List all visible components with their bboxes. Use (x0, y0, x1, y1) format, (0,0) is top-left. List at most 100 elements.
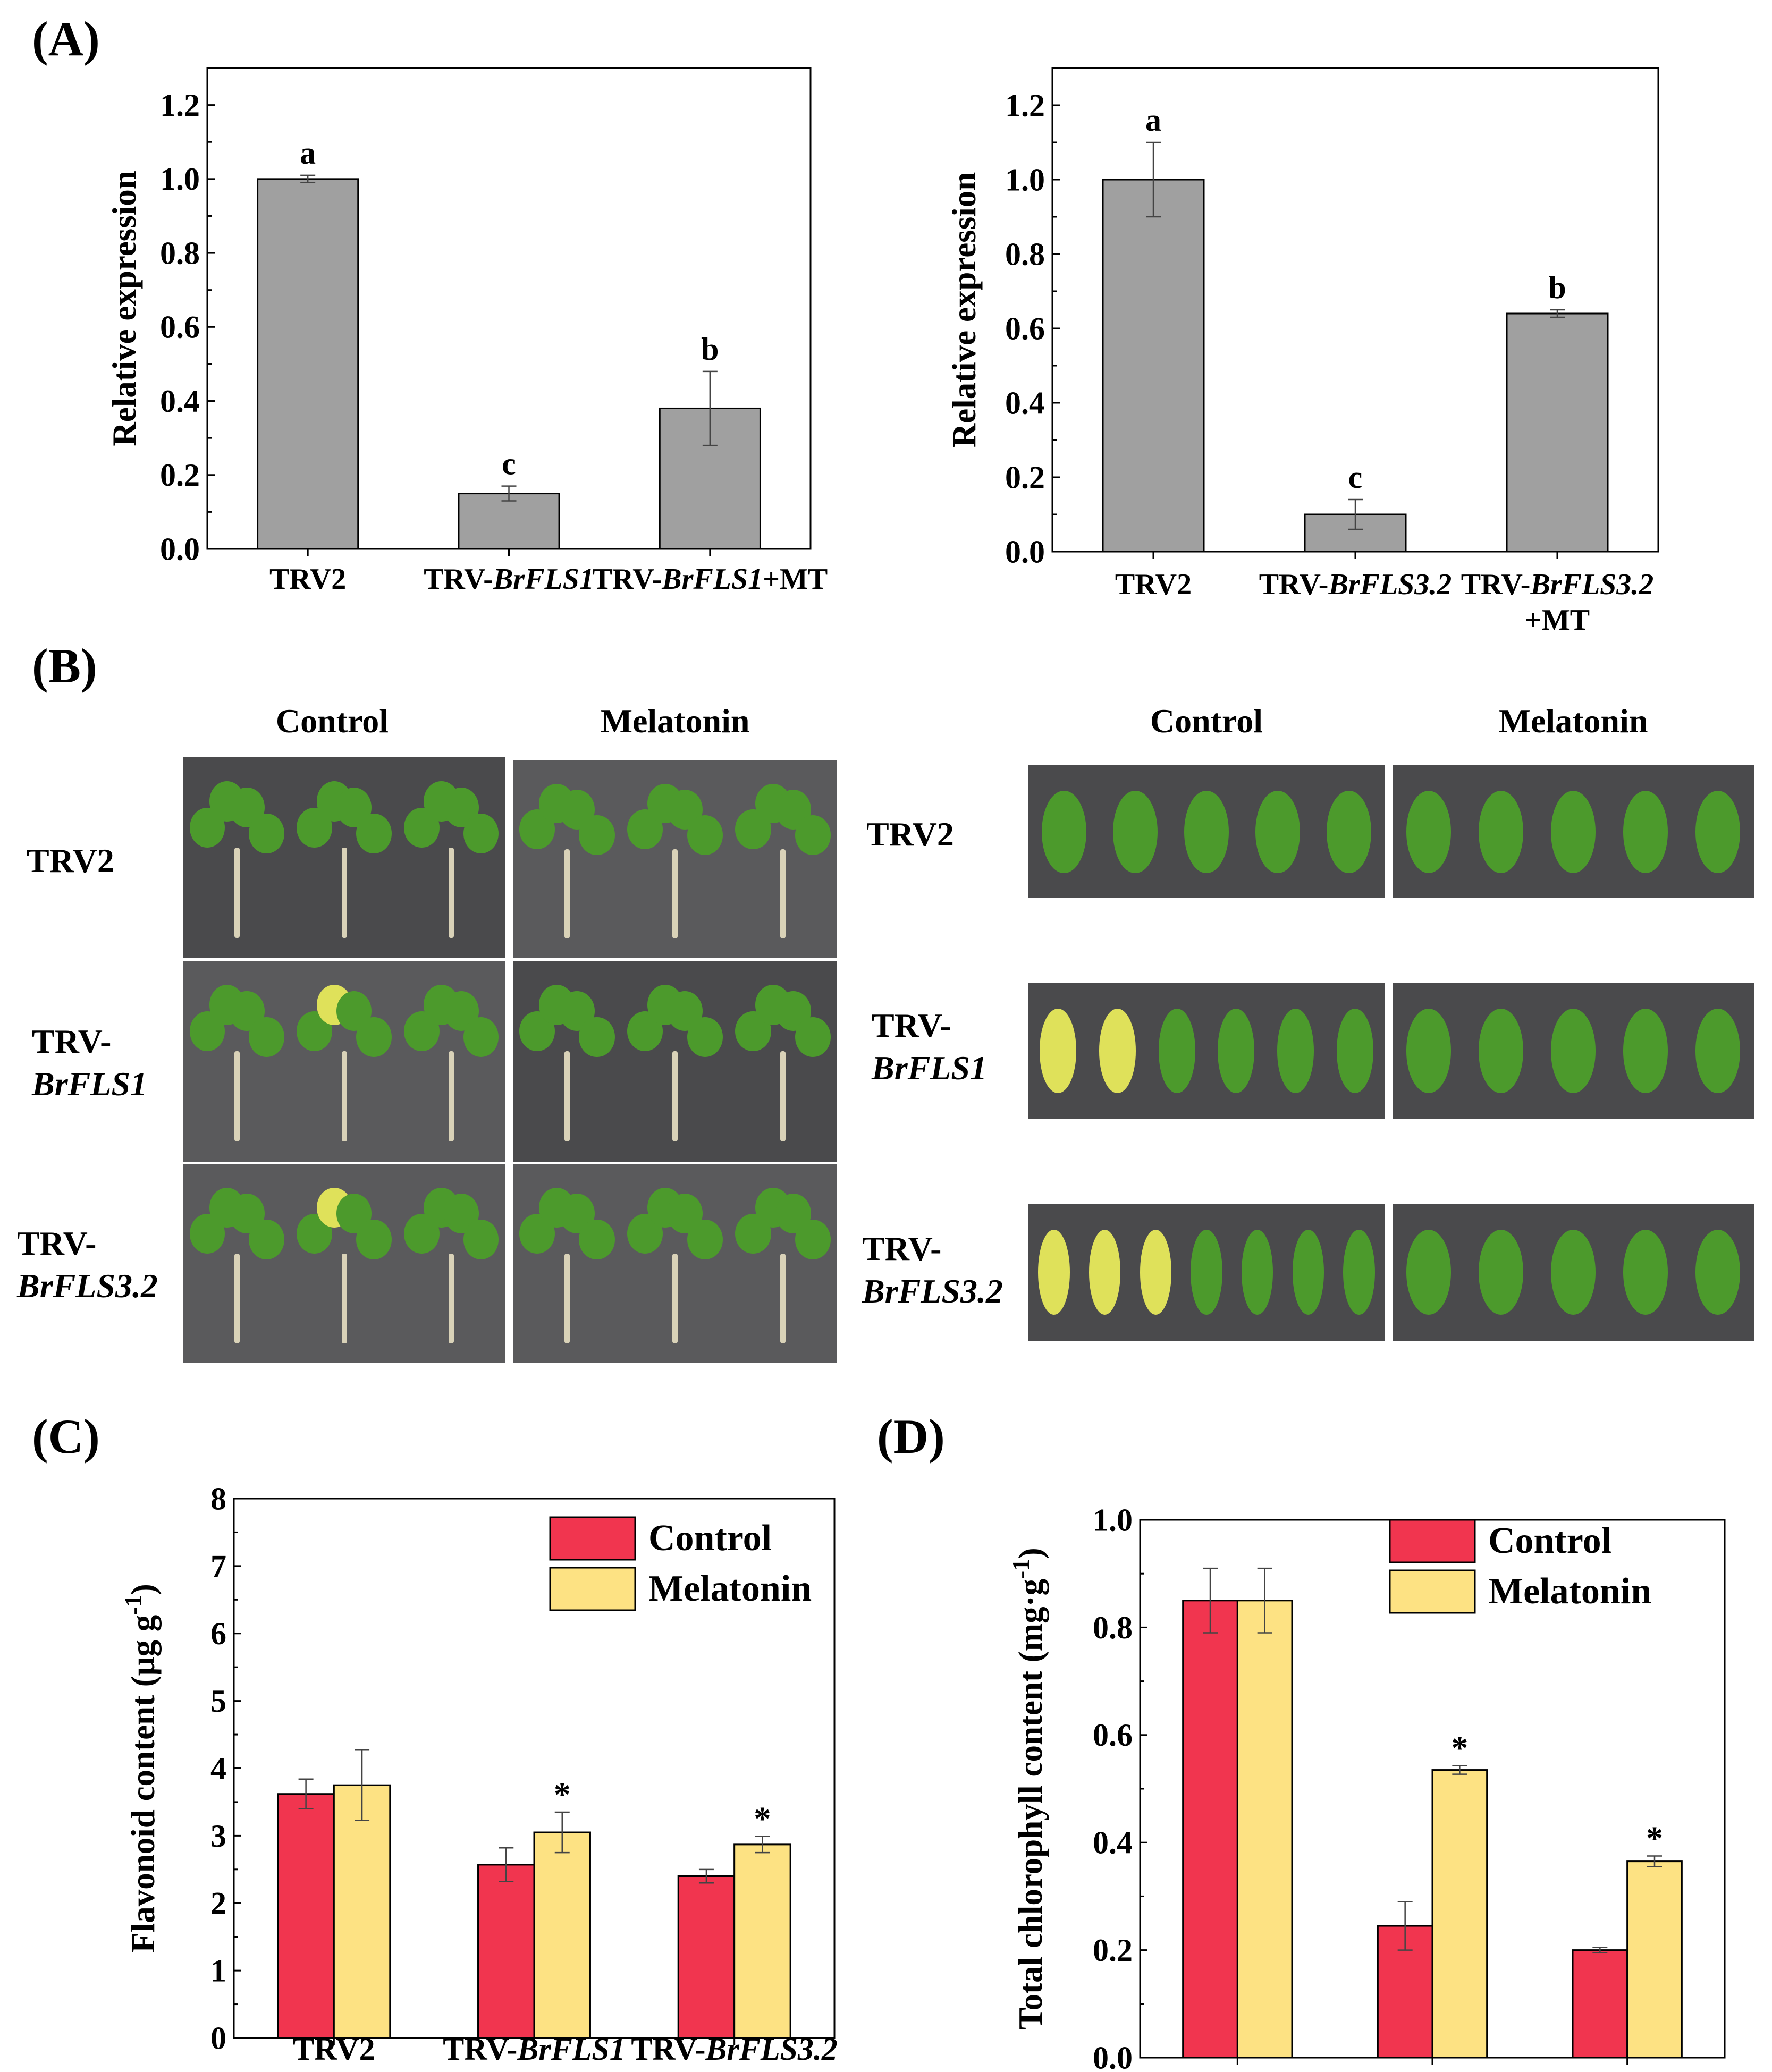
x-tick-label-2: TRV-BrFLS3.2 (631, 2032, 838, 2067)
plant-leaf-shape (687, 1017, 723, 1058)
plant-leaf-shape (249, 1017, 284, 1058)
photo-plant-trv2-control (183, 757, 505, 958)
panel-label-b: (B) (32, 639, 97, 693)
x-tick-label-0: TRV2 (269, 563, 346, 596)
chart-c: 0 1 2 3 4 5 6 7 8 Flavonoid content (μg g-1) TRV2 *… (120, 1481, 838, 2067)
row-head-left-3: TRV- BrFLS3.2 (17, 1224, 158, 1305)
root-shape (780, 1051, 786, 1142)
photo-plant-trv2-melatonin (513, 760, 837, 958)
root-shape (449, 1051, 454, 1142)
legend-label-control: Control (648, 1518, 772, 1559)
root-shape (672, 1051, 678, 1142)
plant-leaf-shape (463, 813, 499, 854)
root-shape (234, 1253, 240, 1343)
leaf-shape (1336, 1009, 1373, 1093)
chart-a-right-y-tick-label: 0.8 (1005, 236, 1045, 272)
chart-c-y-tick-label: 3 (210, 1819, 226, 1854)
bar-control-0 (277, 1793, 335, 2039)
leaf-shape (1343, 1230, 1375, 1315)
x-tick-label-0: TRV2 (293, 2032, 375, 2067)
bar-control-2 (677, 1875, 736, 2039)
root-shape (780, 1253, 786, 1343)
leaf-shape (1695, 790, 1741, 873)
plant-leaf-shape (249, 813, 284, 854)
root-shape (234, 848, 240, 938)
photo-leaf-brfls32-control (1028, 1204, 1385, 1341)
bar-melatonin-2 (733, 1843, 791, 2039)
leaf-shape (1184, 790, 1229, 873)
photo-plant-brfls32-melatonin (513, 1164, 837, 1363)
leaf-shape (1478, 1230, 1524, 1315)
root-shape (341, 1051, 347, 1142)
bar-1 (458, 493, 560, 550)
chart-a-right-y-tick-label: 0.2 (1005, 460, 1045, 495)
bar-control-1 (477, 1864, 535, 2039)
leaf-shape (1478, 790, 1524, 873)
bar-control-2 (1572, 1949, 1628, 2059)
root-shape (564, 1051, 570, 1142)
leaf-shape (1478, 1009, 1524, 1093)
chart-d-y-tick-label: 0.8 (1093, 1610, 1133, 1645)
x-tick-label-1: TRV-BrFLS3.2 (1259, 568, 1452, 601)
x-tick-label-2-line2: +MT (1525, 604, 1590, 637)
chart-c-y-tick-label: 7 (210, 1549, 226, 1584)
bar-0 (1102, 179, 1205, 553)
chart-a-right-y-tick-label: 0.4 (1005, 385, 1045, 420)
leaf-shape (1158, 1009, 1195, 1093)
leaf-shape (1038, 1230, 1070, 1315)
significance-letter-0: a (300, 136, 316, 171)
bar-melatonin-0 (333, 1784, 391, 2039)
chart-a-left-y-tick-label: 0.0 (160, 531, 200, 566)
chart-d-y-axis-label: Total chlorophyll content (mg·g-1) (1008, 1547, 1049, 2029)
leaf-shape (1255, 790, 1300, 873)
significance-letter-0: a (1145, 103, 1161, 138)
legend-swatch-melatonin (549, 1567, 636, 1611)
plant-leaf-shape (463, 1220, 499, 1259)
leaf-shape (1550, 1009, 1596, 1093)
plant-leaf-shape (795, 1017, 831, 1058)
col-head-melatonin-left: Melatonin (600, 702, 750, 740)
chart-c-y-axis-label: Flavonoid content (μg g-1) (120, 1584, 162, 1952)
leaf-shape (1218, 1009, 1255, 1093)
significance-letter-1: c (1348, 460, 1363, 495)
plant-leaf-shape (795, 815, 831, 856)
plant-leaf-shape (579, 1017, 615, 1058)
leaf-shape (1042, 790, 1086, 873)
leaf-shape (1695, 1009, 1741, 1093)
legend-swatch-control (1389, 1519, 1476, 1563)
chart-a-left-y-axis-label: Relative expression (106, 171, 143, 446)
leaf-shape (1242, 1230, 1273, 1315)
root-shape (672, 1253, 678, 1343)
leaf-shape (1040, 1009, 1077, 1093)
photo-leaf-trv2-melatonin (1393, 765, 1754, 898)
photo-leaf-brfls1-melatonin (1393, 983, 1754, 1119)
leaf-shape (1695, 1230, 1741, 1315)
root-shape (341, 1253, 347, 1343)
plant-leaf-shape (356, 1017, 392, 1058)
col-head-control-left: Control (275, 702, 389, 740)
chart-a-right-y-axis-label: Relative expression (946, 172, 983, 448)
legend-label-control: Control (1488, 1520, 1611, 1561)
chart-c-y-tick-label: 5 (210, 1684, 226, 1719)
chart-d-y-tick-label: 0.0 (1093, 2040, 1133, 2072)
plant-leaf-shape (356, 1220, 392, 1259)
photo-plant-brfls32-control (183, 1164, 505, 1363)
plant-leaf-shape (687, 1220, 723, 1259)
col-head-melatonin-right: Melatonin (1498, 702, 1648, 740)
leaf-shape (1623, 1009, 1668, 1093)
leaf-shape (1406, 1009, 1452, 1093)
x-tick-label-0: TRV2 (1115, 568, 1192, 601)
bar-0 (257, 178, 359, 550)
x-tick-label-1: TRV-BrFLS1 (443, 2032, 626, 2067)
bar-control-0 (1182, 1600, 1238, 2059)
photo-plant-brfls1-control (183, 961, 505, 1162)
row-head-left-1: TRV2 (27, 842, 114, 879)
legend-swatch-control (549, 1516, 636, 1561)
chart-a-left-y-tick-label: 0.4 (160, 384, 200, 419)
root-shape (564, 849, 570, 938)
photo-leaf-brfls32-melatonin (1393, 1204, 1754, 1341)
bar-melatonin-1 (1431, 1769, 1488, 2059)
chart-a-right-y-tick-label: 1.2 (1005, 88, 1045, 123)
chart-d-y-tick-label: 0.6 (1093, 1718, 1133, 1753)
significance-star-2: * (754, 1800, 771, 1838)
